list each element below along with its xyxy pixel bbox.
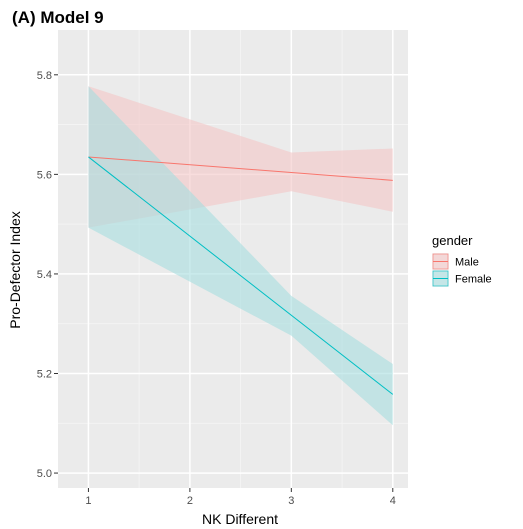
y-axis: 5.0 5.2 5.4 5.6 5.8 — [37, 70, 58, 480]
confidence-band-female — [88, 86, 393, 426]
legend-label-male: Male — [455, 257, 479, 269]
y-axis-label: Pro-Defector Index — [7, 211, 23, 329]
y-tick-label: 5.4 — [37, 269, 52, 281]
confidence-bands — [88, 86, 393, 426]
x-tick-label: 2 — [187, 495, 193, 507]
x-tick-label: 4 — [390, 495, 396, 507]
y-tick-label: 5.8 — [37, 70, 52, 82]
y-tick-label: 5.6 — [37, 169, 52, 181]
series-line-female — [88, 156, 394, 395]
x-tick-label: 1 — [85, 495, 91, 507]
legend: gender Male Female — [432, 233, 492, 287]
series-lines — [88, 156, 394, 395]
legend-label-female: Female — [455, 274, 492, 286]
x-axis: 1 2 3 4 — [85, 488, 396, 507]
series-line-male — [88, 156, 393, 181]
legend-title: gender — [432, 233, 473, 248]
y-tick-label: 5.0 — [37, 468, 52, 480]
x-axis-label: NK Different — [202, 511, 278, 527]
y-tick-label: 5.2 — [37, 369, 52, 381]
chart-title: (A) Model 9 — [12, 8, 104, 27]
x-tick-label: 3 — [288, 495, 294, 507]
